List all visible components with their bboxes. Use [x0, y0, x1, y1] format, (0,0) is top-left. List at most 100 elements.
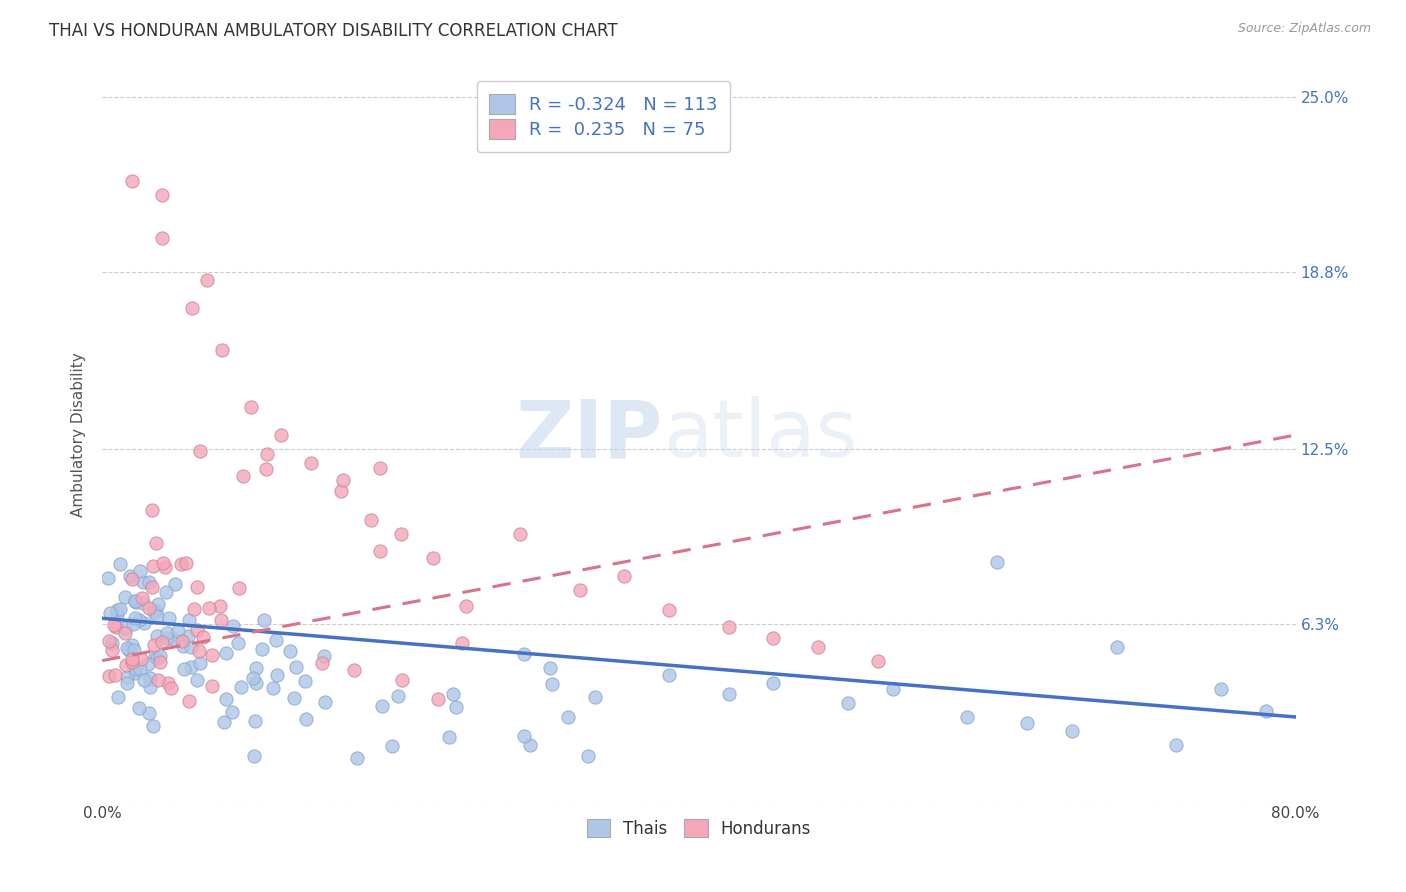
Y-axis label: Ambulatory Disability: Ambulatory Disability: [72, 352, 86, 517]
Point: [139, 680, 162, 694]
Point: [145, 536, 167, 550]
Point: [142, 639, 165, 653]
Point: [138, 600, 160, 615]
Point: [110, 557, 132, 571]
Point: [211, 343, 233, 358]
Point: [121, 617, 143, 632]
Point: [162, 632, 184, 647]
Point: [125, 595, 148, 609]
Point: [121, 174, 143, 188]
Point: [132, 615, 155, 630]
Point: [209, 613, 232, 627]
Point: [368, 461, 391, 475]
Point: [156, 626, 179, 640]
Point: [146, 629, 169, 643]
Point: [174, 557, 197, 571]
Point: [441, 687, 464, 701]
Point: [98, 634, 121, 648]
Point: [149, 649, 172, 664]
Point: [1105, 640, 1128, 654]
Point: [105, 607, 128, 622]
Point: [186, 673, 208, 687]
Point: [128, 701, 150, 715]
Text: THAI VS HONDURAN AMBULATORY DISABILITY CORRELATION CHART: THAI VS HONDURAN AMBULATORY DISABILITY C…: [49, 22, 617, 40]
Point: [138, 706, 160, 720]
Point: [143, 650, 166, 665]
Point: [124, 593, 146, 607]
Point: [156, 632, 179, 646]
Point: [278, 644, 301, 658]
Point: [299, 456, 322, 470]
Point: [157, 611, 180, 625]
Point: [177, 629, 200, 643]
Point: [371, 698, 394, 713]
Point: [332, 473, 354, 487]
Point: [956, 710, 979, 724]
Point: [187, 643, 209, 657]
Point: [245, 714, 267, 728]
Point: [100, 643, 122, 657]
Point: [882, 681, 904, 696]
Point: [242, 671, 264, 685]
Point: [717, 688, 740, 702]
Point: [142, 559, 165, 574]
Point: [314, 695, 336, 709]
Point: [138, 657, 160, 672]
Point: [266, 668, 288, 682]
Point: [145, 651, 167, 665]
Point: [346, 751, 368, 765]
Point: [100, 607, 122, 621]
Point: [658, 603, 681, 617]
Point: [150, 635, 173, 649]
Point: [180, 640, 202, 655]
Point: [170, 634, 193, 648]
Point: [613, 569, 636, 583]
Point: [117, 670, 139, 684]
Point: [360, 513, 382, 527]
Point: [186, 581, 208, 595]
Point: [262, 681, 284, 695]
Point: [717, 620, 740, 634]
Point: [762, 676, 785, 690]
Point: [188, 444, 211, 458]
Text: Source: ZipAtlas.com: Source: ZipAtlas.com: [1237, 22, 1371, 36]
Point: [254, 462, 277, 476]
Point: [221, 619, 243, 633]
Point: [180, 301, 202, 315]
Point: [134, 673, 156, 688]
Point: [97, 571, 120, 585]
Point: [312, 648, 335, 663]
Point: [145, 604, 167, 618]
Point: [180, 660, 202, 674]
Point: [513, 729, 536, 743]
Point: [387, 689, 409, 703]
Point: [141, 502, 163, 516]
Point: [124, 611, 146, 625]
Point: [228, 581, 250, 595]
Point: [253, 613, 276, 627]
Point: [124, 662, 146, 676]
Point: [1060, 724, 1083, 739]
Point: [538, 661, 561, 675]
Point: [104, 668, 127, 682]
Point: [190, 657, 212, 671]
Point: [183, 602, 205, 616]
Point: [148, 673, 170, 688]
Point: [256, 447, 278, 461]
Point: [270, 428, 292, 442]
Point: [201, 679, 224, 693]
Point: [129, 565, 152, 579]
Point: [121, 655, 143, 669]
Point: [422, 551, 444, 566]
Point: [343, 663, 366, 677]
Point: [427, 691, 450, 706]
Point: [129, 652, 152, 666]
Point: [155, 585, 177, 599]
Point: [167, 624, 190, 638]
Point: [114, 590, 136, 604]
Point: [142, 718, 165, 732]
Point: [160, 681, 183, 695]
Point: [1209, 681, 1232, 696]
Point: [245, 661, 267, 675]
Point: [226, 636, 249, 650]
